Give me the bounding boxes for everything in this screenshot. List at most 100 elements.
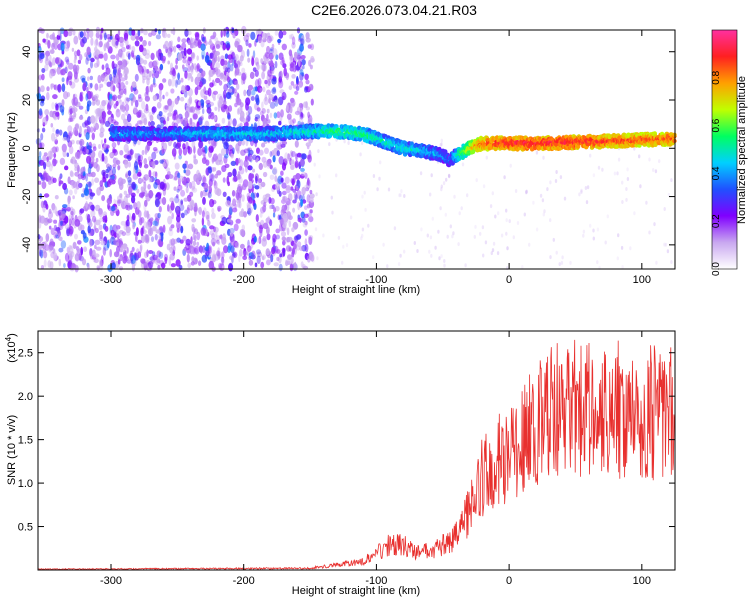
spectrogram-cell bbox=[89, 192, 94, 200]
spectrogram-cell bbox=[304, 229, 308, 236]
spectrogram-cell bbox=[167, 60, 170, 65]
spectrogram-cell bbox=[187, 63, 191, 73]
spectrogram-cell bbox=[95, 115, 98, 124]
spectrogram-cell bbox=[98, 259, 103, 268]
spectrogram-cell bbox=[68, 218, 72, 226]
spectrogram-cell bbox=[277, 175, 283, 185]
spectrogram-cell bbox=[59, 157, 66, 165]
spectrogram-cell bbox=[55, 111, 60, 117]
spectrogram-cell bbox=[448, 174, 451, 179]
spectrogram-cell bbox=[226, 31, 230, 38]
spectrogram-cell bbox=[197, 207, 202, 214]
spectrogram-cell bbox=[242, 118, 247, 124]
spectrogram-cell bbox=[86, 86, 89, 93]
spectrogram-cell bbox=[288, 220, 292, 228]
spectrogram-cell bbox=[82, 147, 87, 155]
spectrogram-cell bbox=[444, 212, 447, 217]
spectrogram-cell bbox=[260, 181, 266, 188]
spectrogram-cell bbox=[201, 54, 205, 60]
spectrogram-cell bbox=[84, 120, 90, 126]
spectrogram-cell bbox=[156, 250, 162, 258]
spectrogram-cell bbox=[180, 116, 184, 125]
spectrogram-cell bbox=[256, 255, 261, 264]
spectrogram-cell bbox=[322, 233, 325, 238]
spectrogram-cell bbox=[251, 173, 254, 179]
spectrogram-cell bbox=[271, 88, 277, 95]
spectrogram-cell bbox=[347, 141, 350, 145]
spectrogram-cell bbox=[132, 223, 136, 230]
spectrogram-cell bbox=[153, 59, 159, 67]
spectrogram-cell bbox=[134, 73, 139, 82]
spectrogram-cell bbox=[169, 252, 175, 261]
spectrogram-cell bbox=[107, 166, 111, 173]
spectrogram-cell bbox=[228, 206, 233, 216]
spectrogram-cell bbox=[239, 110, 245, 120]
spectrogram-cell bbox=[460, 206, 463, 211]
spectrogram-cell bbox=[245, 111, 251, 117]
spectrogram-cell bbox=[242, 255, 248, 261]
spectrogram-cell bbox=[235, 192, 240, 201]
spectrogram-cell bbox=[482, 253, 485, 258]
spectrogram-cell bbox=[90, 171, 96, 178]
spectrogram-cell bbox=[304, 86, 308, 93]
spectrogram-cell bbox=[49, 245, 54, 251]
spectrogram-cell bbox=[180, 77, 184, 83]
spectrogram-cell bbox=[280, 177, 284, 183]
spectrogram-cell bbox=[80, 75, 86, 81]
spectrogram-cell bbox=[554, 179, 558, 183]
spectrogram-cell bbox=[296, 190, 302, 199]
spectrogram-cell bbox=[89, 148, 93, 154]
spectrogram-cell bbox=[473, 234, 476, 239]
spectrogram-cell bbox=[282, 30, 287, 36]
spectrogram-cell bbox=[72, 241, 77, 249]
spectrogram-cell bbox=[82, 171, 86, 177]
spectrogram-cell bbox=[144, 52, 150, 60]
spectrogram-cell bbox=[208, 167, 213, 174]
spectrogram-cell bbox=[72, 64, 78, 73]
spectrogram-cell bbox=[70, 156, 76, 165]
spectrogram-cell bbox=[82, 81, 87, 91]
spectrogram-cell bbox=[248, 255, 252, 261]
spectrogram-cell bbox=[141, 65, 147, 74]
spectrogram-cell bbox=[228, 214, 232, 219]
spectrogram-cell bbox=[47, 39, 51, 49]
spectrogram-cell bbox=[149, 217, 154, 222]
spectrogram-cell bbox=[182, 235, 187, 242]
spectrogram-cell bbox=[111, 119, 117, 124]
spectrogram-cell bbox=[90, 115, 96, 124]
spectrogram-cell bbox=[278, 120, 282, 126]
spectrogram-cell bbox=[305, 79, 310, 85]
spectrogram-cell bbox=[281, 182, 287, 189]
spectrogram-cell bbox=[213, 179, 217, 186]
spectrogram-cell bbox=[49, 34, 55, 40]
spectrogram-cell bbox=[185, 169, 191, 177]
spectrogram-cell bbox=[302, 65, 305, 70]
spectrogram-cell bbox=[124, 73, 128, 81]
spectrogram-cell bbox=[87, 213, 91, 223]
spectrogram-cell bbox=[61, 83, 66, 93]
spectrogram-cell bbox=[126, 259, 132, 264]
spectrogram-cell bbox=[200, 43, 206, 51]
spectrogram-cell bbox=[71, 214, 74, 221]
spectrogram-cell bbox=[209, 82, 214, 88]
spectrogram-cell bbox=[171, 200, 175, 208]
spectrogram-cell bbox=[139, 36, 144, 42]
spectrogram-cell bbox=[60, 42, 65, 52]
spectrogram-cell bbox=[112, 164, 117, 169]
spectrogram-cell bbox=[173, 111, 179, 121]
spectrogram-cell bbox=[158, 95, 162, 102]
spectrogram-cell bbox=[367, 223, 370, 228]
spectrogram-cell bbox=[151, 151, 157, 160]
spectrogram-cell bbox=[171, 212, 174, 220]
spectrogram-cell bbox=[190, 76, 194, 83]
spectrogram-cell bbox=[196, 55, 199, 61]
spectrogram-cell bbox=[271, 66, 275, 75]
spectrogram-cell bbox=[127, 170, 132, 177]
spectrogram-cell bbox=[180, 212, 185, 219]
spectrogram-cell bbox=[190, 66, 194, 75]
spectrogram-cell bbox=[430, 173, 433, 178]
spectrogram-cell bbox=[189, 191, 194, 197]
spectrogram-cell bbox=[82, 36, 87, 44]
spectrogram-cell bbox=[437, 229, 440, 234]
spectrogram-cell bbox=[285, 186, 292, 191]
